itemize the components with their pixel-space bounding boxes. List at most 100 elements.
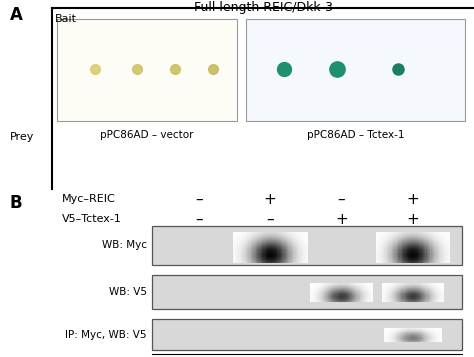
Bar bbox=[311, 301, 312, 302]
Bar bbox=[329, 301, 330, 302]
Bar bbox=[377, 256, 378, 257]
Bar bbox=[408, 294, 409, 295]
Bar bbox=[421, 339, 422, 340]
Bar bbox=[442, 243, 443, 244]
Bar bbox=[439, 247, 440, 248]
Bar bbox=[303, 233, 304, 235]
Bar bbox=[362, 288, 363, 289]
Bar bbox=[237, 238, 238, 239]
Bar bbox=[428, 285, 429, 286]
Bar bbox=[446, 242, 447, 243]
Bar bbox=[397, 337, 399, 338]
Bar bbox=[236, 252, 237, 253]
Bar bbox=[424, 341, 425, 342]
Bar bbox=[236, 232, 237, 233]
Bar bbox=[383, 289, 385, 290]
Bar bbox=[394, 329, 395, 330]
Bar bbox=[325, 290, 326, 291]
Bar bbox=[406, 286, 407, 287]
Bar bbox=[336, 301, 337, 302]
Bar bbox=[432, 329, 433, 330]
Bar bbox=[278, 238, 280, 239]
Bar bbox=[238, 244, 240, 245]
Bar bbox=[430, 238, 432, 239]
Bar bbox=[280, 260, 281, 261]
Bar bbox=[441, 341, 442, 342]
Bar bbox=[235, 250, 236, 251]
Bar bbox=[292, 251, 293, 252]
Bar bbox=[395, 337, 396, 338]
Bar bbox=[333, 298, 335, 299]
Bar bbox=[449, 240, 450, 241]
Bar bbox=[423, 291, 424, 292]
Bar bbox=[411, 330, 412, 331]
Bar bbox=[400, 340, 401, 341]
Bar bbox=[438, 252, 439, 253]
Bar bbox=[277, 246, 278, 247]
Bar bbox=[387, 287, 388, 288]
Bar bbox=[307, 246, 308, 247]
Bar bbox=[407, 328, 408, 329]
Bar bbox=[383, 260, 384, 261]
Bar bbox=[271, 259, 272, 260]
Bar bbox=[348, 294, 349, 295]
Bar bbox=[282, 261, 283, 262]
Bar bbox=[418, 341, 419, 342]
Bar bbox=[386, 300, 387, 301]
Bar bbox=[437, 248, 438, 250]
Bar bbox=[358, 288, 360, 289]
Bar bbox=[407, 244, 408, 245]
Bar bbox=[403, 241, 404, 242]
Bar bbox=[437, 339, 438, 340]
Bar bbox=[278, 235, 280, 236]
Bar bbox=[393, 259, 394, 260]
Bar bbox=[344, 283, 345, 284]
Bar bbox=[414, 248, 416, 250]
Bar bbox=[254, 246, 255, 247]
Bar bbox=[283, 258, 284, 259]
Bar bbox=[278, 245, 280, 246]
Bar bbox=[386, 301, 387, 302]
Bar bbox=[353, 297, 355, 298]
Bar bbox=[440, 244, 442, 245]
Bar bbox=[397, 301, 398, 302]
Bar bbox=[312, 289, 314, 290]
Bar bbox=[326, 299, 327, 300]
Bar bbox=[434, 257, 436, 258]
Bar bbox=[283, 246, 284, 247]
Bar bbox=[406, 301, 407, 302]
Bar bbox=[440, 292, 441, 293]
Bar bbox=[427, 292, 428, 293]
Bar bbox=[436, 332, 437, 333]
Bar bbox=[430, 252, 432, 253]
Bar bbox=[397, 232, 398, 233]
Bar bbox=[272, 238, 273, 239]
Bar bbox=[409, 300, 410, 301]
Bar bbox=[404, 241, 406, 242]
Bar bbox=[430, 232, 432, 233]
Bar bbox=[432, 298, 433, 299]
Bar bbox=[324, 296, 325, 297]
Bar bbox=[236, 261, 237, 262]
Bar bbox=[257, 257, 258, 258]
Bar bbox=[389, 336, 390, 337]
Bar bbox=[367, 299, 368, 300]
Bar bbox=[414, 293, 415, 294]
Bar bbox=[382, 239, 383, 240]
Bar bbox=[306, 256, 307, 257]
Bar bbox=[414, 338, 415, 339]
Bar bbox=[297, 256, 298, 257]
Bar bbox=[301, 240, 302, 241]
Bar bbox=[324, 286, 325, 287]
Bar bbox=[424, 284, 426, 285]
Bar bbox=[443, 300, 444, 301]
Bar bbox=[361, 292, 362, 293]
Bar bbox=[421, 286, 422, 287]
Bar bbox=[242, 240, 244, 241]
Bar bbox=[411, 285, 412, 286]
Bar bbox=[290, 258, 291, 259]
Bar bbox=[392, 289, 393, 290]
Bar bbox=[432, 284, 433, 285]
Bar bbox=[419, 301, 420, 302]
Bar bbox=[268, 241, 270, 242]
